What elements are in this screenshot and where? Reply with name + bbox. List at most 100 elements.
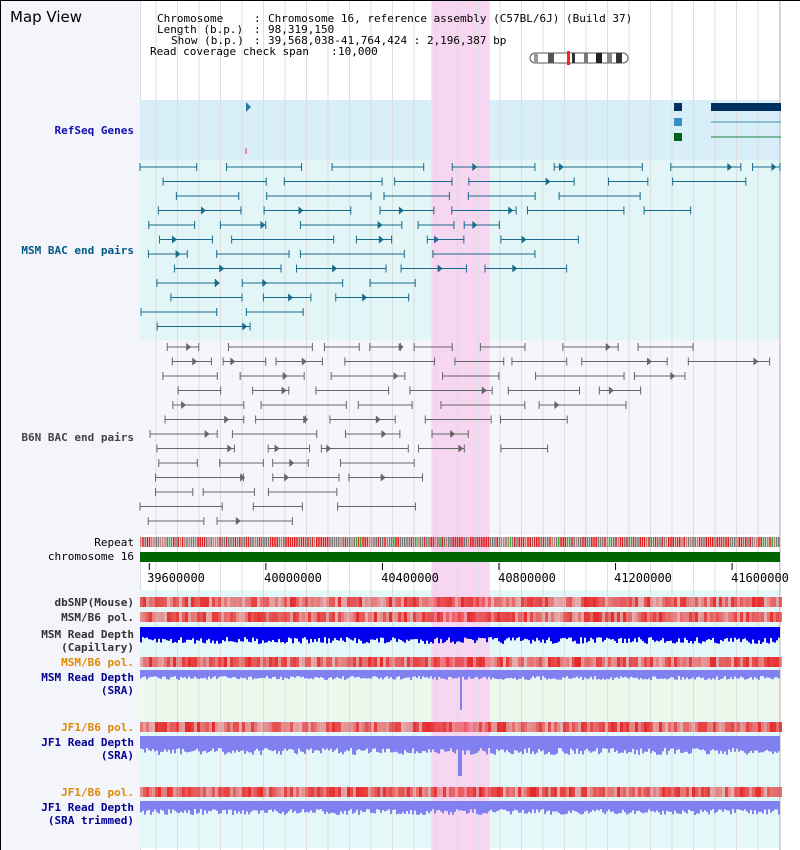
jf1-trim-depth-bar	[648, 801, 650, 810]
repeat-mark	[663, 537, 666, 547]
jf1-sra-depth-bar	[514, 736, 516, 751]
jf1-trim-depth-bar	[626, 801, 628, 815]
msm-sra-depth-bar	[522, 670, 524, 677]
msm-sra-depth-bar	[364, 670, 366, 679]
jf1-sra-depth-bar	[498, 736, 500, 751]
msm-capillary-depth-bar	[676, 627, 678, 642]
gene-block	[674, 103, 682, 111]
jf1-trim-depth-bar	[604, 801, 606, 815]
jf1-b6-pol-cell	[305, 722, 308, 732]
repeat-mark	[434, 537, 437, 547]
jf1-b6-pol-trim-cell	[764, 787, 767, 797]
jf1-trim-depth-bar	[510, 801, 512, 815]
msm-b6-pol-sra-cell	[635, 657, 638, 667]
jf1-sra-depth-bar	[616, 736, 618, 751]
jf1-b6-pol-trim-cell	[314, 787, 317, 797]
jf1-b6-pol-trim-cell	[425, 787, 428, 797]
jf1-trim-depth-bar	[656, 801, 658, 811]
msm-sra-depth-bar	[548, 670, 550, 679]
jf1-sra-depth-bar	[472, 736, 474, 755]
dbsnp-cell	[653, 597, 656, 607]
msm-capillary-depth-bar	[182, 627, 184, 643]
msm-capillary-depth-bar	[258, 627, 260, 644]
msm-sra-depth-bar	[654, 670, 656, 677]
msm-b6-pol-cell	[302, 612, 305, 622]
jf1-b6-pol-cell	[686, 722, 689, 732]
dbsnp-cell	[491, 597, 494, 607]
jf1-b6-pol-trim-cell	[713, 787, 716, 797]
msm-capillary-depth-bar	[462, 627, 464, 643]
jf1-sra-depth-bar	[484, 736, 486, 752]
jf1-trim-depth-bar	[494, 801, 496, 813]
jf1-b6-pol-cell	[698, 722, 701, 732]
msm-sra-depth-bar	[212, 670, 214, 678]
msm-sra-depth-bar	[742, 670, 744, 678]
jf1-trim-depth-bar	[498, 801, 500, 811]
gene-block	[674, 133, 682, 141]
msm-sra-depth-bar	[568, 670, 570, 679]
jf1-sra-depth-bar	[680, 736, 682, 753]
msm-b6-pol-sra-cell	[401, 657, 404, 667]
b6n-bac-pair-arrow	[753, 357, 759, 366]
jf1-sra-depth-bar	[294, 736, 296, 754]
repeat-mark	[153, 537, 155, 547]
jf1-trim-depth-bar	[310, 801, 312, 811]
msm-capillary-depth-bar	[646, 627, 648, 644]
jf1-b6-pol-trim-cell	[467, 787, 470, 797]
dbsnp-cell	[245, 597, 248, 607]
jf1-sra-depth-bar	[666, 736, 668, 755]
jf1-sra-depth-bar	[746, 736, 748, 755]
jf1-b6-pol-trim-cell	[527, 787, 530, 797]
repeat-mark	[346, 537, 349, 547]
jf1-b6-pol-cell	[263, 722, 266, 732]
msm-b6-pol-sra-cell	[173, 657, 176, 667]
dbsnp-cell	[326, 597, 329, 607]
repeat-mark	[575, 537, 578, 547]
jf1-b6-pol-cell	[581, 722, 584, 732]
repeat-mark	[170, 537, 173, 547]
msm-b6-pol-sra-cell	[293, 657, 296, 667]
msm-b6-pol-sra-cell	[287, 657, 290, 667]
jf1-sra-depth-bar	[184, 736, 186, 752]
msm-sra-depth-bar	[200, 670, 202, 679]
jf1-sra-depth-bar	[640, 736, 642, 749]
jf1-trim-depth-bar	[610, 801, 612, 812]
length-value: 98,319,150	[268, 23, 335, 36]
jf1-b6-pol-trim-cell	[152, 787, 155, 797]
jf1-trim-depth-bar	[258, 801, 260, 814]
repeat-mark	[357, 537, 360, 547]
refseq-genes-label[interactable]: RefSeq Genes	[54, 124, 134, 137]
repeat-mark	[421, 537, 424, 547]
jf1-b6-pol-cell	[149, 722, 152, 732]
msm-capillary-depth-bar	[678, 627, 680, 639]
jf1-sra-depth-bar	[326, 736, 328, 749]
msm-b6-pol-cell	[206, 612, 209, 622]
dbsnp-cell	[701, 597, 704, 607]
jf1-trim-depth-bar	[578, 801, 580, 814]
jf1-b6-pol-cell	[674, 722, 677, 732]
span-label: Read coverage check span	[150, 45, 309, 58]
msm-capillary-depth-bar	[574, 627, 576, 641]
msm-b6-pol-cell	[704, 612, 707, 622]
msm-b6-pol-cell	[293, 612, 296, 622]
msm-b6-pol-cell	[686, 612, 689, 622]
msm-b6-pol-sra-cell	[575, 657, 578, 667]
jf1-trim-depth-bar	[280, 801, 282, 814]
jf1-sra-depth-bar	[264, 736, 266, 749]
repeat-mark	[571, 537, 573, 547]
repeat-mark	[208, 537, 210, 547]
msm-capillary-depth-bar	[206, 627, 208, 641]
msm-b6-pol-sra-cell	[224, 657, 227, 667]
jf1-sra-depth-bar	[410, 736, 412, 753]
jf1-b6-pol-trim-cell	[581, 787, 584, 797]
msm-b6-pol-cell	[428, 612, 431, 622]
jf1-b6-pol-cell	[422, 722, 425, 732]
b6n-bac-label[interactable]: B6N BAC end pairs	[21, 431, 134, 444]
msm-capillary-depth-bar	[504, 627, 506, 641]
msm-sra-depth-bar	[410, 670, 412, 680]
repeat-mark	[382, 537, 384, 547]
msm-bac-label[interactable]: MSM BAC end pairs	[21, 244, 134, 257]
repeat-mark	[437, 537, 439, 547]
msm-capillary-depth-bar	[542, 627, 544, 640]
msm-b6-pol-sra-cell	[581, 657, 584, 667]
